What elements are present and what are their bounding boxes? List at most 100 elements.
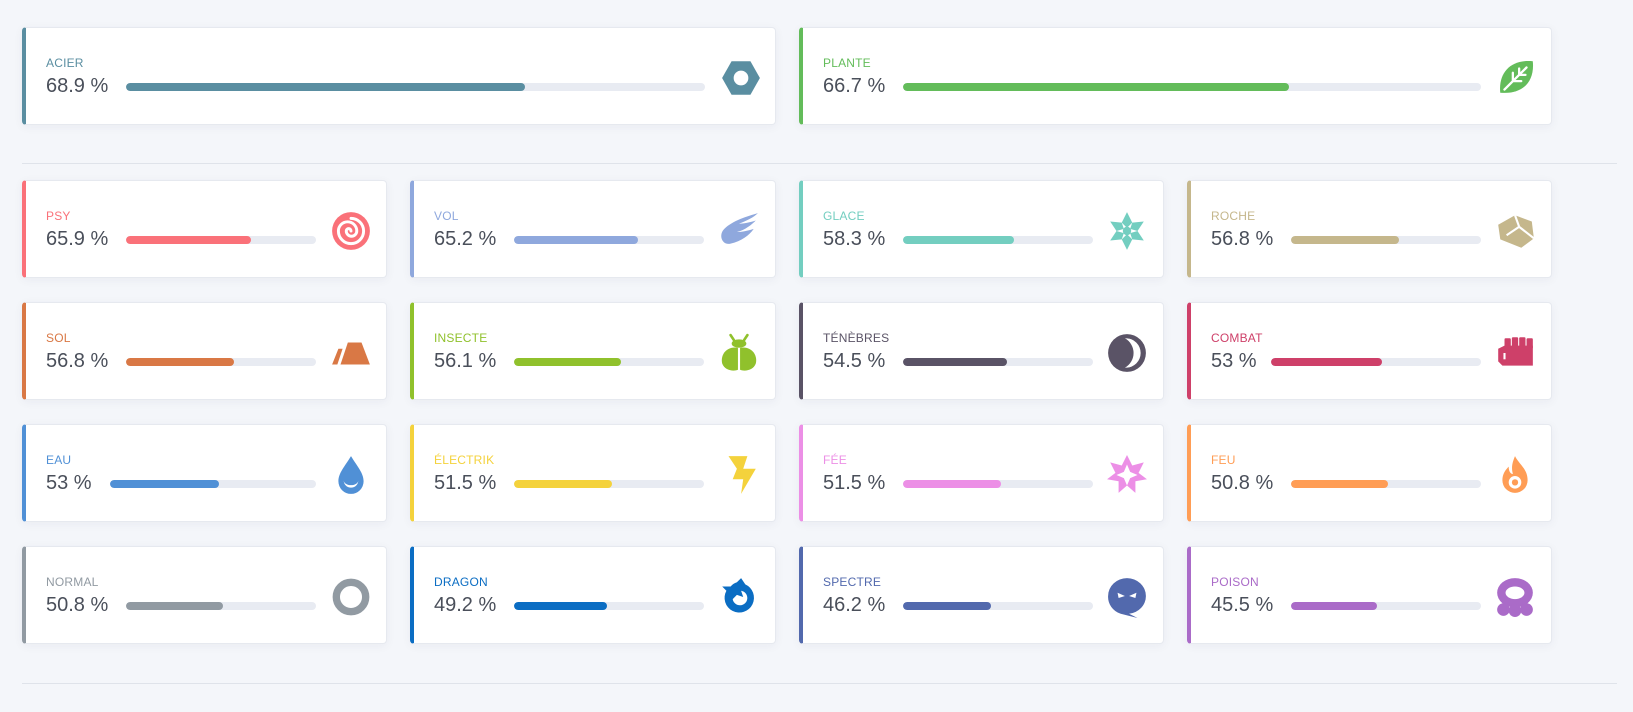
dragon-icon [718, 576, 760, 618]
type-card-eau: EAU 53 % [22, 424, 387, 522]
type-label: NORMAL [46, 575, 99, 589]
lightning-icon [718, 454, 760, 496]
type-card-insecte: INSECTE 56.1 % [410, 302, 776, 400]
progress-bar [126, 602, 316, 610]
progress-bar [1291, 602, 1481, 610]
type-label: DRAGON [434, 575, 488, 589]
type-label: FÉE [823, 453, 847, 467]
progress-fill [903, 480, 1001, 488]
spiral-icon [330, 210, 372, 252]
type-percent: 53 % [46, 472, 92, 494]
snowflake-icon [1106, 210, 1148, 252]
progress-fill [514, 480, 612, 488]
type-label: PLANTE [823, 56, 871, 70]
type-card-normal: NORMAL 50.8 % [22, 546, 387, 644]
progress-bar [903, 358, 1093, 366]
type-label: PSY [46, 209, 71, 223]
progress-bar [1291, 236, 1481, 244]
water-drop-icon [330, 454, 372, 496]
fairy-star-icon [1106, 454, 1148, 496]
type-card-electrik: ÉLECTRIK 51.5 % [410, 424, 776, 522]
bug-icon [718, 332, 760, 374]
ring-icon [330, 576, 372, 618]
section-divider [22, 163, 1617, 164]
progress-fill [514, 358, 621, 366]
progress-fill [1291, 480, 1388, 488]
type-card-spectre: SPECTRE 46.2 % [799, 546, 1164, 644]
progress-bar [514, 358, 704, 366]
type-percent: 45.5 % [1211, 594, 1274, 616]
ghost-icon [1106, 576, 1148, 618]
type-percent: 56.8 % [46, 350, 109, 372]
progress-fill [1291, 236, 1399, 244]
progress-bar [514, 236, 704, 244]
type-label: COMBAT [1211, 331, 1263, 345]
type-label: FEU [1211, 453, 1236, 467]
progress-bar [126, 83, 705, 91]
progress-bar [903, 236, 1093, 244]
progress-bar [126, 358, 316, 366]
progress-bar [110, 480, 316, 488]
flame-icon [1494, 454, 1536, 496]
progress-fill [1271, 358, 1383, 366]
type-label: SOL [46, 331, 71, 345]
type-percent: 56.8 % [1211, 228, 1274, 250]
progress-bar [903, 480, 1093, 488]
type-percent: 50.8 % [1211, 472, 1274, 494]
type-percent: 50.8 % [46, 594, 109, 616]
type-percent: 53 % [1211, 350, 1257, 372]
wing-icon [718, 210, 760, 252]
type-percent: 65.9 % [46, 228, 109, 250]
progress-fill [1291, 602, 1378, 610]
progress-fill [126, 236, 252, 244]
type-card-psy: PSY 65.9 % [22, 180, 387, 278]
type-card-poison: POISON 45.5 % [1187, 546, 1552, 644]
type-percent: 51.5 % [823, 472, 886, 494]
bottom-divider [22, 683, 1617, 684]
type-card-glace: GLACE 58.3 % [799, 180, 1164, 278]
progress-bar [1291, 480, 1481, 488]
type-percent: 65.2 % [434, 228, 497, 250]
progress-bar [514, 480, 704, 488]
progress-fill [903, 358, 1007, 366]
progress-bar [126, 236, 316, 244]
type-percent: 58.3 % [823, 228, 886, 250]
type-percent: 51.5 % [434, 472, 497, 494]
type-percent: 66.7 % [823, 75, 886, 97]
type-label: ÉLECTRIK [434, 453, 495, 467]
progress-fill [903, 602, 991, 610]
progress-bar [514, 602, 704, 610]
progress-fill [903, 83, 1289, 91]
moon-icon [1106, 332, 1148, 374]
progress-fill [903, 236, 1014, 244]
type-card-vol: VOL 65.2 % [410, 180, 776, 278]
progress-fill [126, 602, 223, 610]
type-card-plante: PLANTE 66.7 % [799, 27, 1552, 125]
progress-bar [903, 602, 1093, 610]
poison-icon [1494, 576, 1536, 618]
type-card-roche: ROCHE 56.8 % [1187, 180, 1552, 278]
progress-fill [110, 480, 220, 488]
type-label: ROCHE [1211, 209, 1256, 223]
type-label: INSECTE [434, 331, 488, 345]
fist-icon [1494, 332, 1536, 374]
steel-hexagon-icon [720, 57, 762, 99]
type-percent: 46.2 % [823, 594, 886, 616]
progress-fill [514, 236, 638, 244]
type-label: VOL [434, 209, 459, 223]
leaf-icon [1495, 57, 1537, 99]
rock-icon [1494, 210, 1536, 252]
progress-bar [1271, 358, 1481, 366]
type-percent: 56.1 % [434, 350, 497, 372]
progress-fill [514, 602, 608, 610]
progress-fill [126, 83, 525, 91]
type-card-sol: SOL 56.8 % [22, 302, 387, 400]
type-label: ACIER [46, 56, 84, 70]
progress-fill [126, 358, 234, 366]
type-label: SPECTRE [823, 575, 882, 589]
type-card-acier: ACIER 68.9 % [22, 27, 776, 125]
type-label: POISON [1211, 575, 1259, 589]
type-card-dragon: DRAGON 49.2 % [410, 546, 776, 644]
ground-icon [330, 332, 372, 374]
